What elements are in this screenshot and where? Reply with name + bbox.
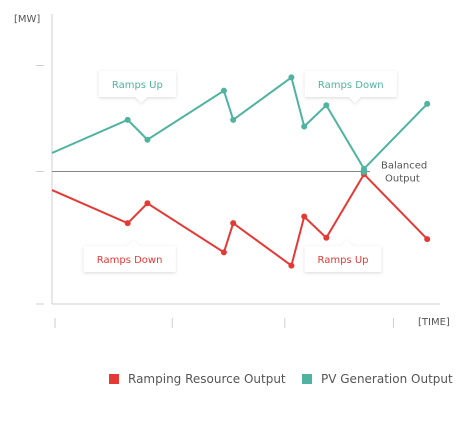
annotation-ramping-ramps-down: Ramps Down xyxy=(83,239,176,272)
data-point-pv-2 xyxy=(144,136,151,143)
data-point-ramping-1 xyxy=(124,220,131,227)
data-point-ramping-2 xyxy=(144,200,151,207)
data-point-ramping-7 xyxy=(323,234,330,241)
chart: [MW] [TIME] Balanced Output Ramps Up Ram… xyxy=(14,14,450,328)
y-axis-label: [MW] xyxy=(14,14,40,25)
annotation-pv-ramps-up: Ramps Up xyxy=(98,71,176,104)
data-point-pv-3 xyxy=(220,87,227,94)
series-layer xyxy=(51,74,431,269)
data-point-ramping-9 xyxy=(424,236,431,243)
x-ticks xyxy=(54,318,394,328)
data-point-pv-1 xyxy=(124,116,131,123)
data-point-pv-9 xyxy=(424,100,431,107)
balanced-output-label-line1: Balanced xyxy=(381,161,427,172)
annotation-bubble xyxy=(304,239,382,272)
data-point-pv-6 xyxy=(301,123,308,130)
legend-item-ramping: Ramping Resource Output xyxy=(109,372,286,386)
data-point-pv-7 xyxy=(323,102,330,109)
legend-swatch-ramping xyxy=(109,374,119,384)
annotation-bubble xyxy=(304,71,397,104)
annotation-bubble xyxy=(98,71,176,104)
data-point-ramping-3 xyxy=(220,249,227,256)
balanced-output-label-line2: Output xyxy=(385,174,420,185)
data-point-ramping-5 xyxy=(288,262,295,269)
annotation-text: Ramps Down xyxy=(318,80,384,91)
balanced-point xyxy=(360,168,368,175)
data-point-pv-4 xyxy=(230,116,237,123)
data-point-ramping-6 xyxy=(301,213,308,220)
series-line-ramping xyxy=(51,172,428,268)
data-point-ramping-4 xyxy=(230,220,237,227)
annotation-pv-ramps-down: Ramps Down xyxy=(304,71,397,104)
legend-swatch-pv xyxy=(302,374,312,384)
legend-item-pv: PV Generation Output xyxy=(302,372,453,386)
annotation-text: Ramps Down xyxy=(97,255,163,266)
data-point-pv-5 xyxy=(288,74,295,81)
series-line-pv xyxy=(51,75,428,171)
legend-label-pv: PV Generation Output xyxy=(321,372,453,386)
x-axis-label: [TIME] xyxy=(418,317,450,328)
y-ticks xyxy=(36,65,44,305)
annotation-text: Ramps Up xyxy=(112,80,163,91)
legend: Ramping Resource Output PV Generation Ou… xyxy=(0,372,468,392)
annotation-bubble xyxy=(83,239,176,272)
annotation-text: Ramps Up xyxy=(317,255,368,266)
annotation-ramping-ramps-up: Ramps Up xyxy=(304,239,382,272)
legend-label-ramping: Ramping Resource Output xyxy=(128,372,286,386)
